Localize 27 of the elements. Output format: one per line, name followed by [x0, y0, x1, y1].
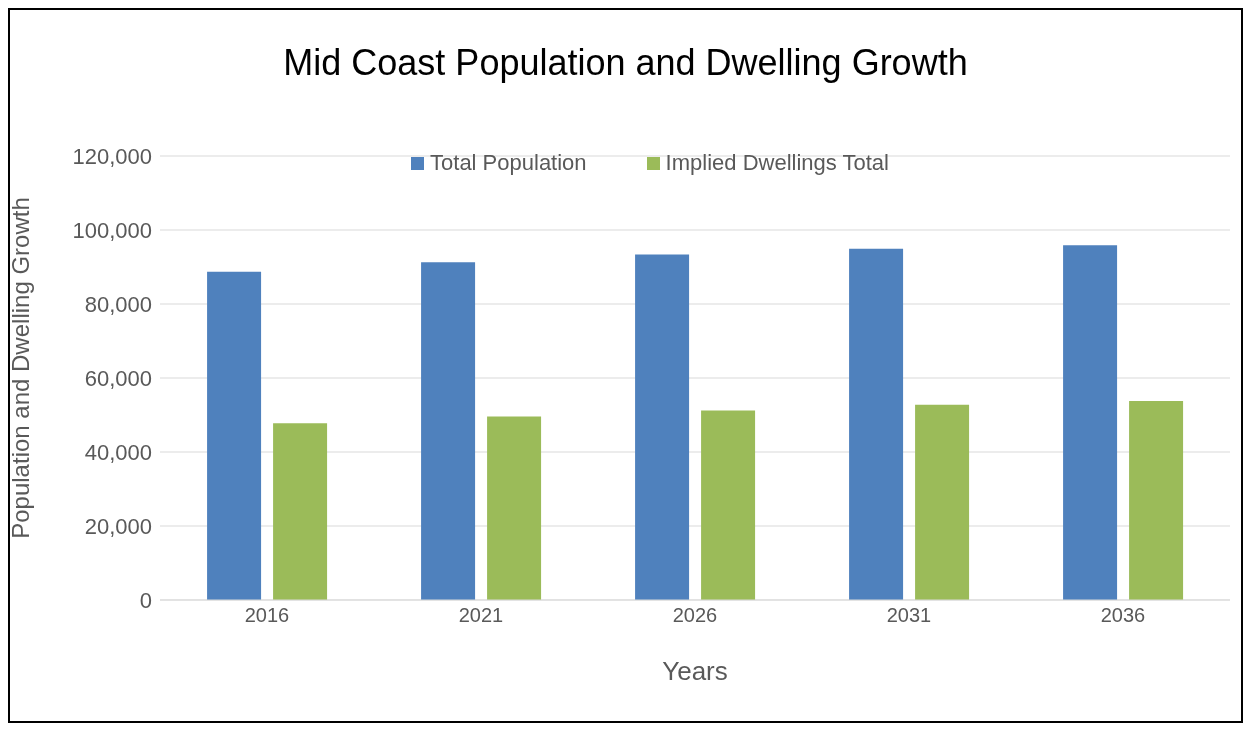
- x-tick-label: 2036: [1100, 604, 1146, 627]
- x-axis-title: Years: [662, 656, 728, 686]
- y-tick-label: 20,000: [84, 513, 152, 539]
- bar: [635, 254, 690, 600]
- x-tick-label: 2031: [886, 604, 932, 627]
- bar: [487, 416, 542, 600]
- bar: [915, 404, 970, 600]
- legend-label: Total Population: [429, 150, 587, 176]
- y-tick-label: 0: [139, 587, 152, 613]
- bar: [1129, 400, 1184, 600]
- bar: [1063, 245, 1118, 600]
- bar: [701, 410, 756, 600]
- bar: [207, 271, 262, 600]
- x-tick-label: 2016: [244, 604, 290, 627]
- x-tick-label: 2021: [458, 604, 504, 627]
- y-tick-label: 120,000: [72, 143, 152, 169]
- y-tick-label: 60,000: [84, 365, 152, 391]
- bar: [273, 423, 328, 600]
- bar: [849, 248, 904, 600]
- y-axis-title: Population and Dwelling Growth: [6, 197, 34, 539]
- y-tick-label: 80,000: [84, 291, 152, 317]
- y-tick-label: 40,000: [84, 439, 152, 465]
- y-tick-label: 100,000: [72, 217, 152, 243]
- bar: [421, 262, 476, 600]
- legend-label: Implied Dwellings Total: [664, 150, 889, 176]
- chart-title: Mid Coast Population and Dwelling Growth: [282, 42, 969, 84]
- x-tick-label: 2026: [672, 604, 718, 627]
